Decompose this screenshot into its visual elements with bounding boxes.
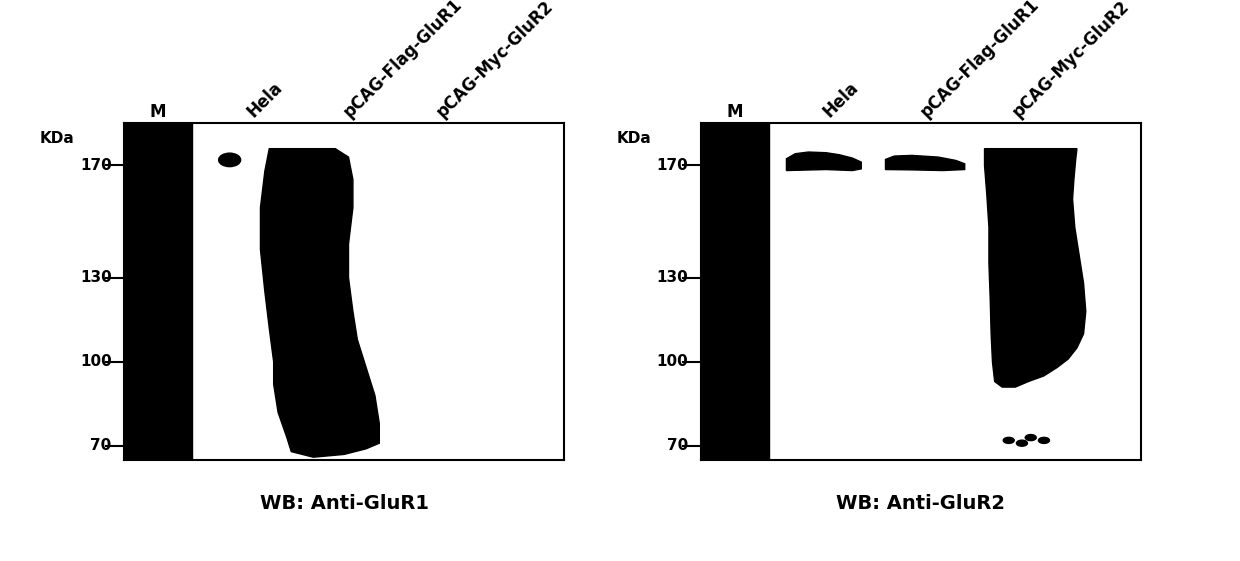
Text: 170: 170 — [79, 158, 112, 173]
Ellipse shape — [790, 449, 796, 454]
Text: 100: 100 — [79, 355, 112, 369]
Text: Hela: Hela — [243, 78, 285, 121]
Text: M: M — [727, 103, 743, 121]
Text: 100: 100 — [656, 355, 688, 369]
Text: Hela: Hela — [820, 78, 862, 121]
Text: 130: 130 — [79, 270, 112, 285]
Text: 170: 170 — [656, 158, 688, 173]
Ellipse shape — [1038, 438, 1049, 443]
Text: 130: 130 — [656, 270, 688, 285]
Bar — [124, 123, 192, 460]
Text: KDa: KDa — [616, 131, 651, 146]
Text: WB: Anti-GluR1: WB: Anti-GluR1 — [259, 494, 429, 513]
Text: 70: 70 — [667, 439, 688, 453]
Text: WB: Anti-GluR2: WB: Anti-GluR2 — [836, 494, 1006, 513]
Text: pCAG-Flag-GluR1: pCAG-Flag-GluR1 — [916, 0, 1043, 121]
Text: pCAG-Myc-GluR2: pCAG-Myc-GluR2 — [433, 0, 557, 121]
Text: pCAG-Myc-GluR2: pCAG-Myc-GluR2 — [1009, 0, 1133, 121]
Polygon shape — [885, 155, 965, 171]
Polygon shape — [786, 152, 862, 171]
Ellipse shape — [1003, 438, 1014, 443]
Ellipse shape — [1017, 440, 1028, 446]
Polygon shape — [260, 149, 379, 457]
Text: pCAG-Flag-GluR1: pCAG-Flag-GluR1 — [340, 0, 466, 121]
Bar — [701, 123, 769, 460]
Ellipse shape — [1025, 435, 1037, 440]
Ellipse shape — [218, 153, 241, 167]
Text: M: M — [150, 103, 166, 121]
Text: KDa: KDa — [40, 131, 74, 146]
Text: 70: 70 — [91, 439, 112, 453]
Polygon shape — [985, 149, 1086, 387]
